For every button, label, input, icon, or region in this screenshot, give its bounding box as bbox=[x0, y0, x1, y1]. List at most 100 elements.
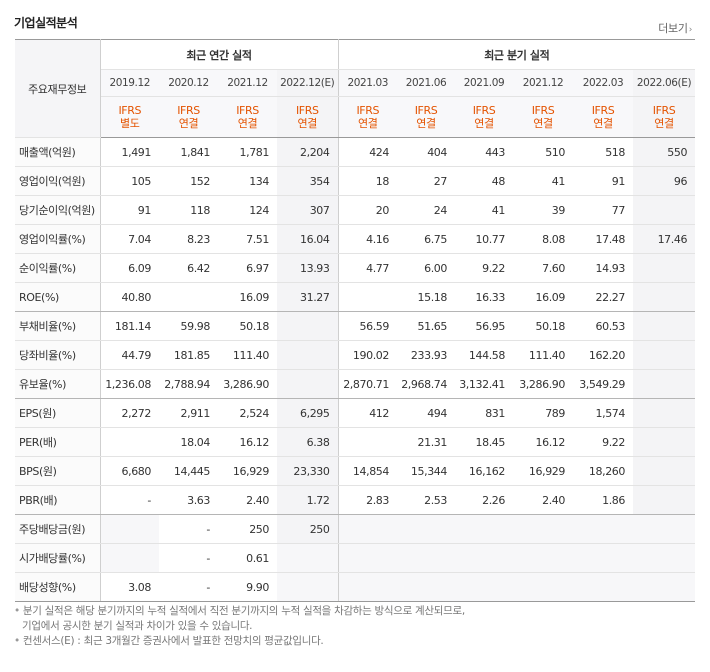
ifrs-type: 연결 bbox=[474, 117, 494, 130]
table-cell: 404 bbox=[397, 137, 455, 167]
table-cell: 190.02 bbox=[338, 340, 397, 370]
table-cell: 2,911 bbox=[159, 398, 218, 428]
table-cell bbox=[338, 282, 397, 312]
table-cell: 48 bbox=[455, 166, 513, 196]
bullet-icon: • bbox=[14, 605, 20, 617]
row-label: 당기순이익(억원) bbox=[15, 195, 101, 225]
table-cell: 424 bbox=[338, 137, 397, 167]
table-cell: 41 bbox=[513, 166, 573, 196]
table-cell: 1,236.08 bbox=[100, 369, 159, 399]
table-cell: 27 bbox=[397, 166, 455, 196]
ifrs-header: IFRS 연결 bbox=[159, 96, 218, 138]
table-cell bbox=[277, 311, 339, 341]
table-cell: 144.58 bbox=[455, 340, 513, 370]
period-header: 2022.12(E) bbox=[277, 69, 339, 97]
table-cell: 18.04 bbox=[159, 427, 218, 457]
row-label: 부채비율(%) bbox=[15, 311, 101, 341]
table-cell: 7.04 bbox=[100, 224, 159, 254]
table-row: 배당성향(%) 3.08-9.90 bbox=[15, 572, 696, 602]
period-header: 2022.06(E) bbox=[633, 69, 696, 97]
table-cell bbox=[277, 340, 339, 370]
table-cell: 91 bbox=[573, 166, 633, 196]
table-cell: 1,781 bbox=[218, 137, 277, 167]
table-cell: 518 bbox=[573, 137, 633, 167]
row-label: 영업이익(억원) bbox=[15, 166, 101, 196]
table-cell: 16,929 bbox=[513, 456, 573, 486]
table-cell: 162.20 bbox=[573, 340, 633, 370]
table-cell: 18 bbox=[338, 166, 397, 196]
table-cell: 50.18 bbox=[513, 311, 573, 341]
table-cell bbox=[633, 456, 696, 486]
table-cell bbox=[513, 514, 573, 544]
table-cell: 3,549.29 bbox=[573, 369, 633, 399]
table-row: 영업이익률(%) 7.04 8.23 7.51 16.04 4.16 6.75 10.77 8.… bbox=[15, 224, 696, 254]
table-cell: 14.93 bbox=[573, 253, 633, 283]
table-cell bbox=[633, 514, 696, 544]
table-cell bbox=[633, 311, 696, 341]
table-cell: 16,929 bbox=[218, 456, 277, 486]
table-cell: 124 bbox=[218, 195, 277, 225]
table-cell: 7.51 bbox=[218, 224, 277, 254]
table-cell bbox=[633, 340, 696, 370]
financial-table: 주요재무정보 최근 연간 실적 최근 분기 실적 2019.12 2020.12 2… bbox=[15, 39, 696, 602]
table-cell: 1.86 bbox=[573, 485, 633, 515]
table-cell: 16.09 bbox=[513, 282, 573, 312]
bullet-icon: • bbox=[14, 635, 20, 647]
table-cell: - bbox=[159, 572, 218, 602]
ifrs-header: IFRS 연결 bbox=[633, 96, 696, 138]
table-cell bbox=[633, 253, 696, 283]
ifrs-type: 연결 bbox=[297, 117, 318, 130]
label-header: 주요재무정보 bbox=[15, 39, 101, 138]
more-link[interactable]: 더보기› bbox=[658, 20, 692, 36]
table-cell: 59.98 bbox=[159, 311, 218, 341]
table-cell: 2.40 bbox=[218, 485, 277, 515]
ifrs-header: IFRS 별도 bbox=[100, 96, 159, 138]
row-label: 순이익률(%) bbox=[15, 253, 101, 283]
table-row: 당좌비율(%) 44.79 181.85 111.40 190.02 233.93 144.… bbox=[15, 340, 696, 370]
table-cell: 15.18 bbox=[397, 282, 455, 312]
table-cell: 1,574 bbox=[573, 398, 633, 428]
table-cell: 51.65 bbox=[397, 311, 455, 341]
row-label: BPS(원) bbox=[15, 456, 101, 486]
table-row: 부채비율(%) 181.14 59.98 50.18 56.59 51.65 56.95 50… bbox=[15, 311, 696, 341]
row-label: 매출액(억원) bbox=[15, 137, 101, 167]
table-cell: 91 bbox=[100, 195, 159, 225]
table-cell bbox=[633, 282, 696, 312]
row-label: 시가배당률(%) bbox=[15, 543, 101, 573]
table-cell bbox=[100, 543, 159, 573]
table-cell: 14,854 bbox=[338, 456, 397, 486]
row-label: EPS(원) bbox=[15, 398, 101, 428]
table-cell: 2,968.74 bbox=[397, 369, 455, 399]
table-cell: 181.85 bbox=[159, 340, 218, 370]
table-cell: 2,524 bbox=[218, 398, 277, 428]
table-cell bbox=[277, 543, 339, 573]
table-cell: 6.09 bbox=[100, 253, 159, 283]
table-cell bbox=[633, 195, 696, 225]
table-cell: 6,680 bbox=[100, 456, 159, 486]
table-cell: 16.09 bbox=[218, 282, 277, 312]
table-cell bbox=[633, 543, 696, 573]
period-header: 2019.12 bbox=[100, 69, 159, 97]
ifrs-standard: IFRS bbox=[118, 104, 142, 117]
ifrs-header: IFRS 연결 bbox=[277, 96, 339, 138]
table-cell bbox=[633, 398, 696, 428]
table-row: 당기순이익(억원) 91 118 124 307 20 24 41 39 77 bbox=[15, 195, 696, 225]
table-cell: 13.93 bbox=[277, 253, 339, 283]
table-cell: 2,870.71 bbox=[338, 369, 397, 399]
period-header: 2021.12 bbox=[218, 69, 277, 97]
table-cell: 14,445 bbox=[159, 456, 218, 486]
table-cell: 1,491 bbox=[100, 137, 159, 167]
table-cell: 9.90 bbox=[218, 572, 277, 602]
ifrs-type: 별도 bbox=[120, 117, 140, 130]
row-label: 당좌비율(%) bbox=[15, 340, 101, 370]
table-cell: 17.48 bbox=[573, 224, 633, 254]
table-cell bbox=[455, 543, 513, 573]
ifrs-standard: IFRS bbox=[177, 104, 200, 117]
table-cell: 2,204 bbox=[277, 137, 339, 167]
table-cell: 0.61 bbox=[218, 543, 277, 573]
table-cell bbox=[455, 572, 513, 602]
row-label: ROE(%) bbox=[15, 282, 101, 312]
table-row: PBR(배) -3.63 2.40 1.72 2.83 2.53 2.26 2.40 1.86 bbox=[15, 485, 696, 515]
table-cell: 56.95 bbox=[455, 311, 513, 341]
table-cell: 3.63 bbox=[159, 485, 218, 515]
